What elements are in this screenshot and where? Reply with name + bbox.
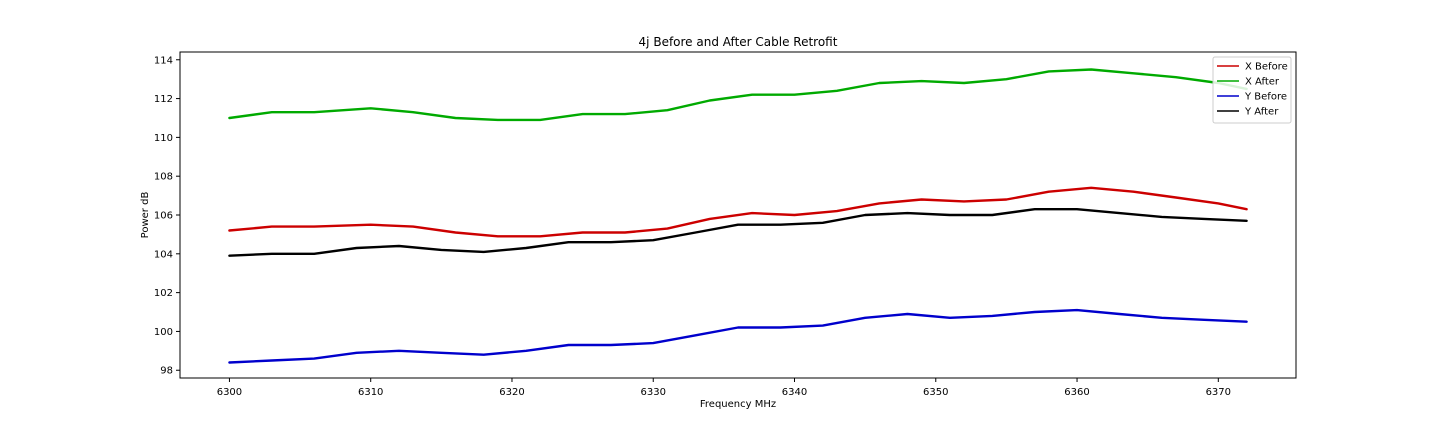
y-axis-label: Power dB <box>140 192 151 239</box>
y-tick-label: 108 <box>154 172 173 183</box>
x-tick-label: 6330 <box>641 387 666 398</box>
x-tick-label: 6370 <box>1206 387 1231 398</box>
series-line-0 <box>228 186 1248 238</box>
legend-label: Y After <box>1244 107 1279 118</box>
chart-title: 4j Before and After Cable Retrofit <box>639 35 838 49</box>
x-tick-label: 6360 <box>1064 387 1089 398</box>
x-tick-label: 6310 <box>358 387 383 398</box>
x-tick-label: 6320 <box>499 387 524 398</box>
series-line-2 <box>228 308 1248 364</box>
y-tick-label: 100 <box>154 327 173 338</box>
y-tick-label: 102 <box>154 288 173 299</box>
y-tick-label: 112 <box>154 94 173 105</box>
legend-label: X Before <box>1245 62 1288 73</box>
x-tick-label: 6350 <box>923 387 948 398</box>
legend-label: Y Before <box>1244 92 1287 103</box>
y-tick-label: 98 <box>160 366 173 377</box>
y-tick-label: 104 <box>154 249 173 260</box>
y-tick-label: 114 <box>154 55 173 66</box>
legend-box <box>1212 56 1292 124</box>
legend: X Before X After Y Before Y After <box>1212 56 1292 124</box>
y-tick-label: 110 <box>154 133 173 144</box>
series-line-1 <box>228 68 1248 122</box>
legend-label: X After <box>1245 77 1280 88</box>
x-tick-label: 6340 <box>782 387 807 398</box>
x-axis-label: Frequency MHz <box>700 399 776 410</box>
y-tick-label: 106 <box>154 211 173 222</box>
x-tick-label: 6300 <box>217 387 242 398</box>
series-line-3 <box>228 208 1248 257</box>
